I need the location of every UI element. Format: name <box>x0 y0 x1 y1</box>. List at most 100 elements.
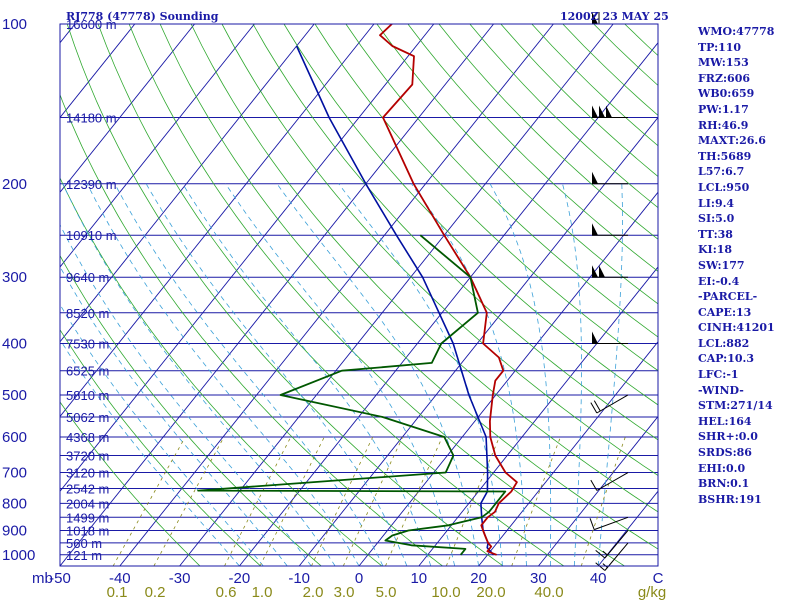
isotherm-line <box>60 24 195 193</box>
mixing-ratio-tick-label: 20.0 <box>476 584 505 600</box>
sounding-index: SHR+:0.0 <box>698 430 758 444</box>
mixing-ratio-tick-label: 0.2 <box>145 584 166 600</box>
moist-adiabat-line <box>60 338 240 566</box>
dry-adiabat-line <box>314 24 658 372</box>
mixing-ratio-tick-label: g/kg <box>638 584 666 600</box>
mixing-ratio-tick-label: 3.0 <box>334 584 355 600</box>
wind-barb-pennant <box>592 223 598 236</box>
dry-adiabat-line <box>60 93 443 566</box>
height-label: 1499 m <box>66 510 109 525</box>
mixing-ratio-tick-label: 0.1 <box>107 584 128 600</box>
wind-barb <box>591 331 629 345</box>
dry-adiabat-line <box>60 401 201 566</box>
sounding-index: BSHR:191 <box>698 492 762 506</box>
wind-barb-staff <box>604 530 629 559</box>
isotherm-line <box>60 24 494 566</box>
wind-barb-feather <box>593 400 601 412</box>
moist-adiabat-line <box>60 265 288 566</box>
wind-barb <box>595 530 629 559</box>
mixing-ratio-tick-label: 40.0 <box>534 584 563 600</box>
wind-barb-pennant <box>599 105 605 118</box>
sounding-index: EI:-0.4 <box>698 274 740 288</box>
pressure-tick-label: 1000 <box>2 547 35 564</box>
mixing-ratio-tick-label: 10.0 <box>431 584 460 600</box>
sounding-index: MAXT:26.6 <box>698 134 766 148</box>
isotherm-line <box>119 24 554 566</box>
wind-barb-staff <box>596 394 629 414</box>
temperature-tick-label: 0 <box>355 570 363 587</box>
dry-adiabat-line <box>407 24 658 272</box>
isotherm-line <box>0 24 15 566</box>
mixing-ratio-tick-label: 0.6 <box>216 584 237 600</box>
height-label: 5810 m <box>66 388 109 403</box>
height-label: 3720 m <box>66 449 109 464</box>
height-label: 14180 m <box>66 111 117 126</box>
sounding-index: KI:18 <box>698 243 733 257</box>
mixing-ratio-tick-label: 5.0 <box>376 584 397 600</box>
wind-barb-pennant <box>592 12 598 24</box>
mixing-ratio-tick-label: 1.0 <box>252 584 273 600</box>
moist-adiabat-line <box>60 223 312 566</box>
wind-barb <box>591 105 629 118</box>
height-label: 3120 m <box>66 466 109 481</box>
dry-adiabat-line <box>190 24 658 513</box>
wind-barb <box>590 472 629 491</box>
temperature-tick-label: 20 <box>470 570 487 587</box>
dry-adiabat-line <box>345 24 658 338</box>
sounding-index: TH:5689 <box>698 149 752 163</box>
height-label: 9640 m <box>66 270 109 285</box>
height-label: 7530 m <box>66 337 109 352</box>
pressure-tick-label: 500 <box>2 387 27 404</box>
moist-adiabat-line <box>182 183 432 566</box>
plot-frame <box>59 23 659 567</box>
sounding-index: LCL:882 <box>698 336 750 350</box>
wind-barb-staff <box>596 472 629 491</box>
mixing-ratio-line <box>224 436 292 566</box>
pressure-tick-label: 300 <box>2 269 27 286</box>
sounding-index: PW:1.17 <box>698 102 749 116</box>
height-label: 560 m <box>66 536 102 551</box>
moist-adiabat-line <box>86 183 360 566</box>
isotherm-line <box>60 24 315 343</box>
dry-adiabat-line <box>97 24 565 566</box>
sounding-index: WMO:47778 <box>698 25 775 38</box>
sounding-index: WB0:659 <box>698 87 755 101</box>
wind-barb-feather <box>590 402 598 414</box>
isotherm-line <box>60 24 136 119</box>
pressure-tick-label: 900 <box>2 523 27 540</box>
sounding-index: CINH:41201 <box>698 321 775 335</box>
wind-barb-feather <box>595 549 606 559</box>
wind-barb-pennant <box>592 171 598 184</box>
dry-adiabat-line <box>283 24 658 406</box>
wind-barb-feather <box>595 562 606 571</box>
moist-adiabat-line <box>60 303 264 566</box>
moist-adiabat-line <box>597 183 623 566</box>
moist-adiabat-line <box>225 183 456 566</box>
isotherm-line <box>60 24 255 268</box>
temperature-trace <box>379 24 518 556</box>
mixing-ratio-line <box>153 436 225 566</box>
moist-adiabat-line <box>338 183 503 566</box>
sounding-index: L57:6.7 <box>698 165 745 179</box>
temperature-tick-label: -40 <box>109 570 131 587</box>
isotherm-line <box>478 341 658 566</box>
pressure-tick-label: 700 <box>2 465 27 482</box>
height-label: 12390 m <box>66 177 117 192</box>
dry-adiabat-line <box>159 24 658 550</box>
height-label: 5062 m <box>66 410 109 425</box>
mixing-ratio-tick-label: 2.0 <box>303 584 324 600</box>
sounding-index: -PARCEL- <box>698 290 758 304</box>
moist-adiabat-line <box>145 183 408 566</box>
moist-adiabat-line <box>489 183 552 566</box>
height-label: 121 m <box>66 548 102 563</box>
temperature-tick-label: -50 <box>49 570 71 587</box>
mixing-ratio-line <box>342 436 404 566</box>
wind-barb-half-feather <box>602 550 608 556</box>
sounding-index: STM:271/14 <box>698 399 773 413</box>
sounding-index: LI:9.4 <box>698 196 735 210</box>
sounding-index: CAPE:13 <box>698 305 752 319</box>
wind-barb <box>591 223 629 236</box>
chart-title: RJ778 (47778) Sounding <box>66 10 219 23</box>
sounding-indices-panel: WMO:47778 TP:110 MW:153 FRZ:606 WB0:659 PW:1.… <box>698 24 798 507</box>
pressure-tick-label: 800 <box>2 495 27 512</box>
